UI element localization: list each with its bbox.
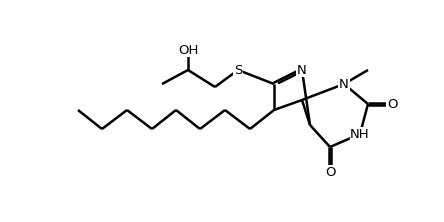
Text: N: N	[297, 63, 307, 77]
Text: OH: OH	[178, 44, 198, 57]
Text: O: O	[325, 165, 335, 178]
Text: S: S	[234, 63, 242, 77]
Text: NH: NH	[350, 127, 370, 141]
Text: O: O	[387, 97, 397, 111]
Text: N: N	[339, 77, 349, 91]
